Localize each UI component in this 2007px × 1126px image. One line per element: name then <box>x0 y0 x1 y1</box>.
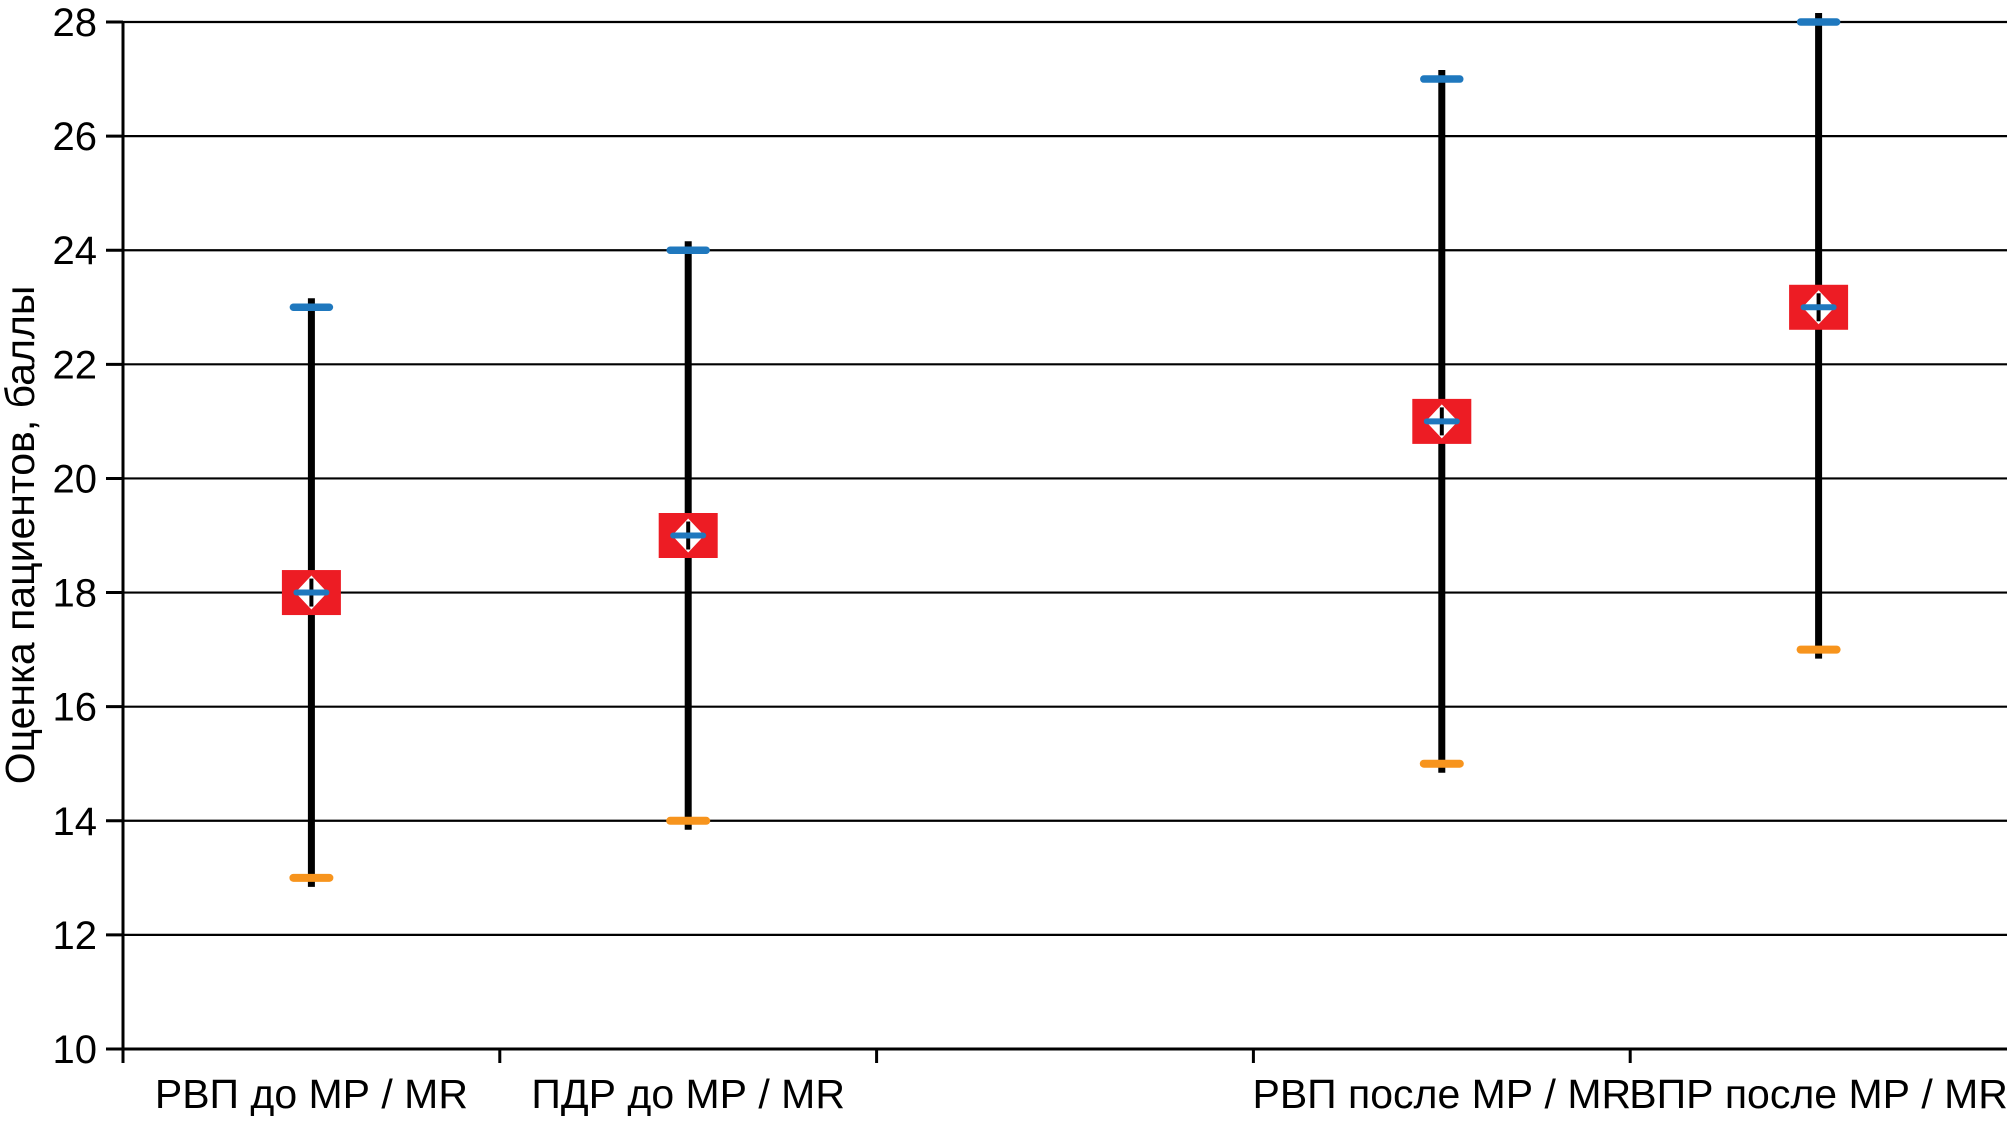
category-label: ВПР после МР / MR <box>1629 1071 2007 1117</box>
category-labels: РВП до МР / MR ПДР до МР / MR РВП после МР… <box>155 1071 2007 1117</box>
y-tick-label: 20 <box>53 457 98 501</box>
whisker-series <box>1412 70 1472 773</box>
y-tick-label: 18 <box>53 572 98 616</box>
y-axis-ticks: 10 12 14 16 18 20 22 24 26 28 <box>53 1 123 1072</box>
y-tick-label: 10 <box>53 1028 98 1072</box>
whisker-series <box>658 241 718 830</box>
x-axis-ticks <box>498 1049 1632 1063</box>
y-tick-label: 16 <box>53 686 98 730</box>
gridlines <box>123 20 2007 1051</box>
category-label: РВП после МР / MR <box>1252 1071 1631 1117</box>
category-label: РВП до МР / MR <box>155 1071 468 1117</box>
y-tick-label: 28 <box>53 1 98 45</box>
y-tick-label: 22 <box>53 343 98 387</box>
whisker-series <box>281 298 341 887</box>
y-tick-label: 12 <box>53 914 98 958</box>
y-tick-label: 26 <box>53 115 98 159</box>
category-label: ПДР до МР / MR <box>531 1071 845 1117</box>
y-axis-title: Оценка пациентов, баллы <box>0 286 43 785</box>
y-tick-label: 14 <box>53 800 98 844</box>
y-tick-label: 24 <box>53 229 98 273</box>
whisker-series <box>1789 13 1849 659</box>
